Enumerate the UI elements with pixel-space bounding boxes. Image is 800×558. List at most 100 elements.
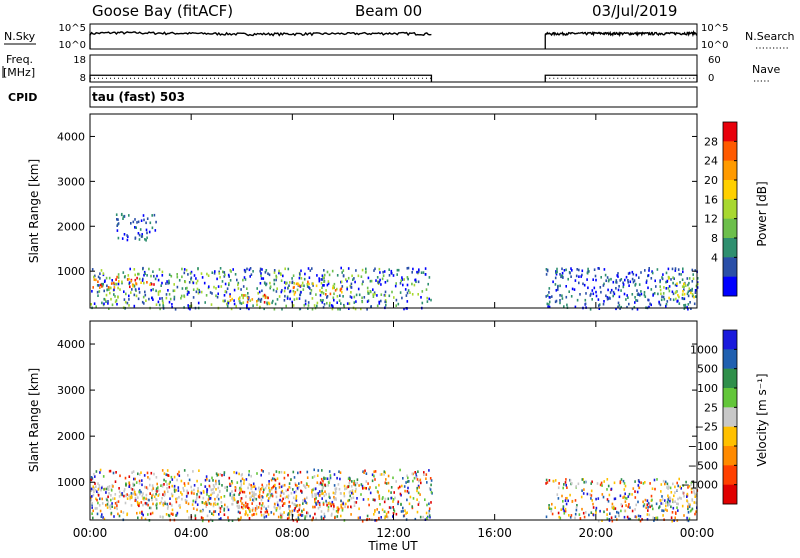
- power-cell: [106, 288, 108, 292]
- power-cell: [146, 231, 148, 235]
- power-cell: [293, 293, 296, 296]
- velocity-cell: [273, 477, 276, 481]
- power-cell: [381, 277, 384, 281]
- power-cell: [287, 267, 290, 271]
- power-cell: [293, 298, 296, 301]
- velocity-cell: [666, 482, 669, 486]
- velocity-cell: [132, 492, 134, 496]
- power-cell: [677, 299, 679, 303]
- velocity-cell: [116, 507, 118, 511]
- velocity-cell: [353, 504, 356, 507]
- velocity-cell: [690, 483, 692, 486]
- power-cell: [161, 299, 164, 303]
- power-cell: [146, 217, 149, 220]
- power-cell: [143, 281, 145, 285]
- power-cell: [347, 276, 350, 280]
- power-cell: [617, 288, 620, 292]
- velocity-cell: [260, 510, 262, 514]
- power-cell: [127, 274, 130, 277]
- velocity-cell: [167, 474, 169, 477]
- power-cell: [148, 230, 151, 234]
- velocity-cell: [329, 476, 332, 480]
- power-cell: [107, 302, 109, 305]
- velocity-cell: [103, 488, 105, 491]
- power-cell: [622, 283, 625, 286]
- velocity-cell: [428, 469, 430, 472]
- velocity-cell: [142, 492, 144, 495]
- velocity-colorbar-label: 1000: [690, 343, 718, 356]
- power-cell: [92, 286, 94, 289]
- velocity-cell: [590, 489, 593, 493]
- velocity-cell: [165, 480, 167, 483]
- velocity-cell: [152, 493, 154, 496]
- velocity-cell: [90, 496, 92, 499]
- velocity-cell: [363, 471, 365, 474]
- velocity-cell: [606, 513, 608, 516]
- power-cell: [154, 229, 157, 232]
- velocity-cell: [670, 505, 672, 509]
- power-cell: [223, 275, 226, 278]
- velocity-cell: [318, 490, 321, 493]
- velocity-cell: [96, 512, 99, 516]
- velocity-cell: [599, 509, 601, 513]
- velocity-cell: [111, 502, 113, 505]
- velocity-cell: [651, 498, 653, 502]
- velocity-cell: [687, 507, 689, 511]
- power-cell: [309, 269, 312, 272]
- velocity-cell: [385, 512, 388, 516]
- power-cell: [122, 215, 125, 219]
- velocity-cell: [557, 497, 560, 500]
- velocity-cell: [298, 508, 300, 512]
- velocity-cell: [402, 477, 404, 480]
- velocity-cell: [157, 486, 159, 489]
- power-cell: [115, 278, 117, 281]
- power-cell: [655, 285, 657, 288]
- power-cell: [633, 306, 636, 309]
- velocity-cell: [683, 494, 685, 498]
- power-cell: [690, 307, 692, 310]
- velocity-cell: [91, 512, 93, 515]
- power-cell: [126, 234, 128, 237]
- velocity-cell: [620, 509, 622, 513]
- power-cell: [161, 297, 163, 300]
- velocity-cell: [113, 515, 115, 518]
- velocity-cell: [100, 488, 102, 492]
- velocity-cell: [97, 492, 99, 495]
- cpid-label: CPID: [8, 91, 37, 104]
- power-cell: [97, 275, 100, 279]
- velocity-cell: [260, 487, 263, 490]
- power-cell: [140, 219, 143, 222]
- velocity-cell: [428, 509, 431, 513]
- velocity-cell: [317, 492, 319, 495]
- velocity-cell: [313, 487, 315, 491]
- power-cell: [626, 305, 628, 309]
- power-cell: [357, 274, 360, 278]
- velocity-cell: [279, 494, 282, 498]
- power-cell: [133, 285, 136, 288]
- power-cell: [101, 282, 103, 286]
- velocity-cell: [368, 487, 370, 491]
- power-cell: [428, 297, 430, 301]
- power-cell: [101, 284, 104, 288]
- velocity-cell: [673, 519, 675, 522]
- velocity-cell: [106, 498, 108, 502]
- power-cell: [99, 286, 101, 289]
- velocity-cell: [314, 505, 316, 509]
- velocity-cell: [97, 494, 100, 497]
- velocity-cell: [348, 498, 351, 502]
- velocity-cell: [397, 486, 400, 490]
- velocity-cell: [317, 469, 320, 472]
- velocity-cell: [143, 474, 146, 477]
- velocity-cell: [318, 491, 320, 495]
- velocity-cell: [642, 500, 644, 504]
- velocity-cell: [687, 503, 690, 506]
- power-cell: [605, 294, 607, 298]
- power-cell: [320, 291, 323, 294]
- velocity-cell: [217, 493, 219, 497]
- power-cell: [373, 291, 376, 294]
- velocity-cell: [119, 474, 121, 478]
- velocity-cell: [175, 500, 178, 504]
- power-cell: [382, 274, 385, 277]
- power-cell: [682, 267, 684, 271]
- velocity-cell: [321, 469, 323, 472]
